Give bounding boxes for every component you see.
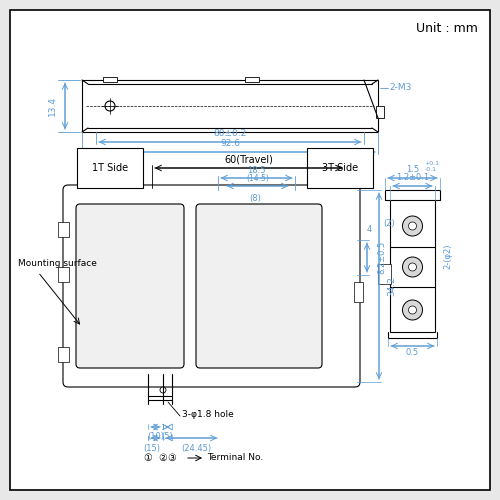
Text: 1T Side: 1T Side	[92, 163, 128, 173]
Text: 80±0.2: 80±0.2	[214, 129, 246, 138]
FancyBboxPatch shape	[76, 204, 184, 368]
Text: (5): (5)	[162, 432, 173, 441]
Circle shape	[402, 300, 422, 320]
Circle shape	[402, 257, 422, 277]
Bar	[58, 347, 69, 362]
Bar	[376, 106, 384, 118]
Text: (14.5): (14.5)	[246, 174, 269, 183]
Circle shape	[105, 101, 115, 111]
Text: 92.6: 92.6	[220, 139, 240, 148]
Text: 4: 4	[367, 225, 372, 234]
Text: 60(Travel): 60(Travel)	[224, 154, 273, 164]
Text: (10): (10)	[147, 432, 164, 441]
Text: Terminal No.: Terminal No.	[207, 454, 263, 462]
Circle shape	[160, 387, 166, 393]
Text: 1.2±0.1: 1.2±0.1	[396, 173, 429, 182]
FancyBboxPatch shape	[196, 204, 322, 368]
Text: ①: ①	[144, 453, 152, 463]
Text: (2): (2)	[383, 219, 395, 228]
Bar	[58, 267, 69, 282]
Text: 3T Side: 3T Side	[322, 163, 358, 173]
Bar	[354, 282, 363, 302]
Text: Mounting surface: Mounting surface	[18, 259, 97, 268]
FancyBboxPatch shape	[63, 185, 360, 387]
Circle shape	[408, 263, 416, 271]
Bar	[82, 80, 378, 132]
Text: Unit : mm: Unit : mm	[416, 22, 478, 35]
Bar	[245, 77, 259, 82]
Text: 3-φ1.8 hole: 3-φ1.8 hole	[182, 410, 234, 419]
Text: (8): (8)	[249, 194, 261, 203]
Text: (24.45): (24.45)	[182, 444, 212, 453]
Text: 2-M3: 2-M3	[389, 84, 411, 92]
Circle shape	[408, 306, 416, 314]
Text: 0.5: 0.5	[406, 348, 419, 357]
Text: 34.2: 34.2	[387, 276, 396, 296]
Text: ②: ②	[158, 453, 168, 463]
Text: (15): (15)	[143, 444, 160, 453]
Bar	[378, 264, 391, 284]
Text: 1.5: 1.5	[406, 165, 419, 174]
Bar	[58, 222, 69, 237]
Text: +0.1
-0.1: +0.1 -0.1	[424, 161, 440, 172]
Bar	[390, 200, 435, 332]
Text: 8.2±0.5: 8.2±0.5	[377, 241, 386, 274]
Bar	[103, 77, 117, 82]
Text: 2-(φ2): 2-(φ2)	[443, 244, 452, 269]
Text: 18.5: 18.5	[247, 166, 266, 175]
Circle shape	[408, 222, 416, 230]
Circle shape	[402, 216, 422, 236]
Text: 13.4: 13.4	[48, 96, 56, 116]
Text: ③: ③	[168, 453, 176, 463]
